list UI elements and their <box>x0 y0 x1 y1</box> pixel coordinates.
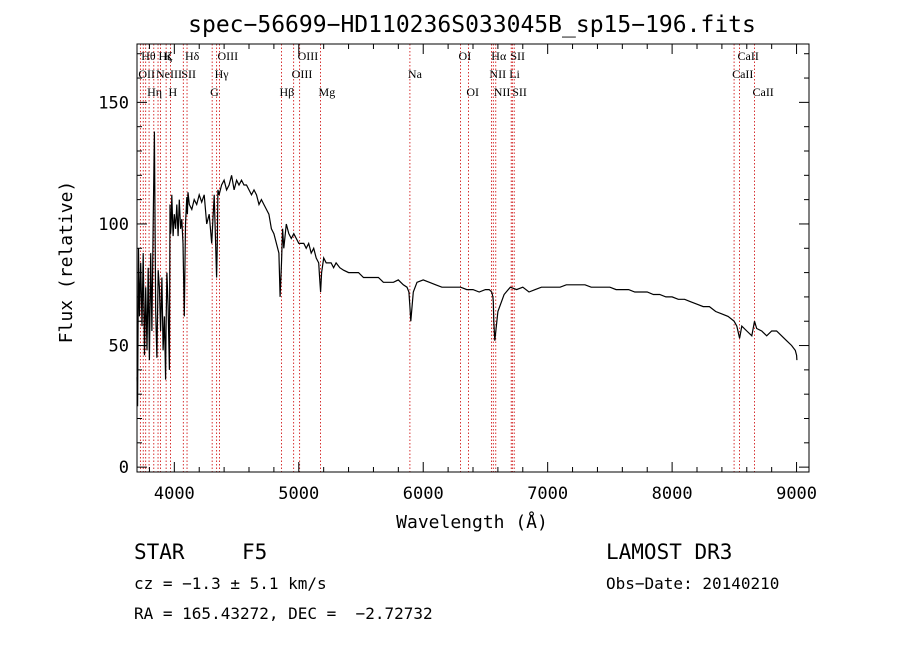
spectrum-line <box>136 131 798 407</box>
object-subclass: F5 <box>242 540 268 564</box>
object-class: STAR <box>134 540 185 564</box>
chart-title: spec−56699−HD110236S033045B_sp15−196.fit… <box>188 12 756 38</box>
line-marker-label: G <box>210 85 219 99</box>
line-marker-label: SII <box>510 49 525 63</box>
x-tick-label: 8000 <box>652 484 693 504</box>
line-marker-label: K <box>164 49 173 63</box>
line-marker-label: CaII <box>738 49 759 63</box>
coordinates: RA = 165.43272, DEC = −2.72732 <box>134 604 433 623</box>
line-markers <box>139 44 755 472</box>
line-marker-label: Hζ <box>159 49 173 63</box>
x-tick-label: 6000 <box>403 484 444 504</box>
y-tick-label: 100 <box>98 215 129 235</box>
line-marker-labels: OII Hθ Hη NeIII HζK H Hδ SII G Hγ OIII Hβ OIII OIII Mg… <box>138 49 773 99</box>
line-marker-label: OI <box>459 49 472 63</box>
survey-name: LAMOST DR3 <box>606 540 733 564</box>
line-marker-label: Hη <box>147 85 162 99</box>
line-marker-label: Hβ <box>279 85 294 99</box>
y-axis-ticks: 0 50 100 150 <box>98 53 809 478</box>
line-marker-label: OIII <box>298 49 319 63</box>
x-axis-ticks: 4000 5000 6000 7000 8000 9000 <box>148 44 817 504</box>
line-marker-label: SII <box>181 67 196 81</box>
line-marker-label: NeIII <box>156 67 182 81</box>
line-marker-label: OIII <box>292 67 313 81</box>
plot-frame <box>136 43 810 473</box>
y-tick-label: 0 <box>119 458 129 478</box>
y-axis-label: Flux (relative) <box>56 181 77 344</box>
line-marker-label: CaII <box>752 85 773 99</box>
observation-date: Obs−Date: 20140210 <box>606 574 780 593</box>
line-marker-label: Hδ <box>185 49 200 63</box>
line-marker-label: Hθ <box>141 49 156 63</box>
line-marker-label: Li <box>509 67 520 81</box>
line-marker-label: OII <box>138 67 155 81</box>
line-marker-label: NII <box>494 85 511 99</box>
redshift-cz: cz = −1.3 ± 5.1 km/s <box>134 574 327 593</box>
x-tick-label: 7000 <box>527 484 568 504</box>
line-marker-label: OIII <box>218 49 239 63</box>
line-marker-label: Hα <box>491 49 507 63</box>
y-tick-label: 50 <box>109 337 129 357</box>
x-tick-label: 4000 <box>154 484 195 504</box>
line-marker-label: OI <box>466 85 479 99</box>
x-tick-label: 5000 <box>278 484 319 504</box>
line-marker-label: CaII <box>732 67 753 81</box>
line-marker-label: Mg <box>319 85 336 99</box>
line-marker-label: Na <box>408 67 423 81</box>
y-tick-label: 150 <box>98 93 129 113</box>
x-tick-label: 9000 <box>776 484 817 504</box>
line-marker-label: SII <box>512 85 527 99</box>
x-axis-label: Wavelength (Å) <box>396 511 548 533</box>
line-marker-label: NII <box>489 67 506 81</box>
line-marker-label: H <box>168 85 177 99</box>
line-marker-label: Hγ <box>215 67 230 81</box>
